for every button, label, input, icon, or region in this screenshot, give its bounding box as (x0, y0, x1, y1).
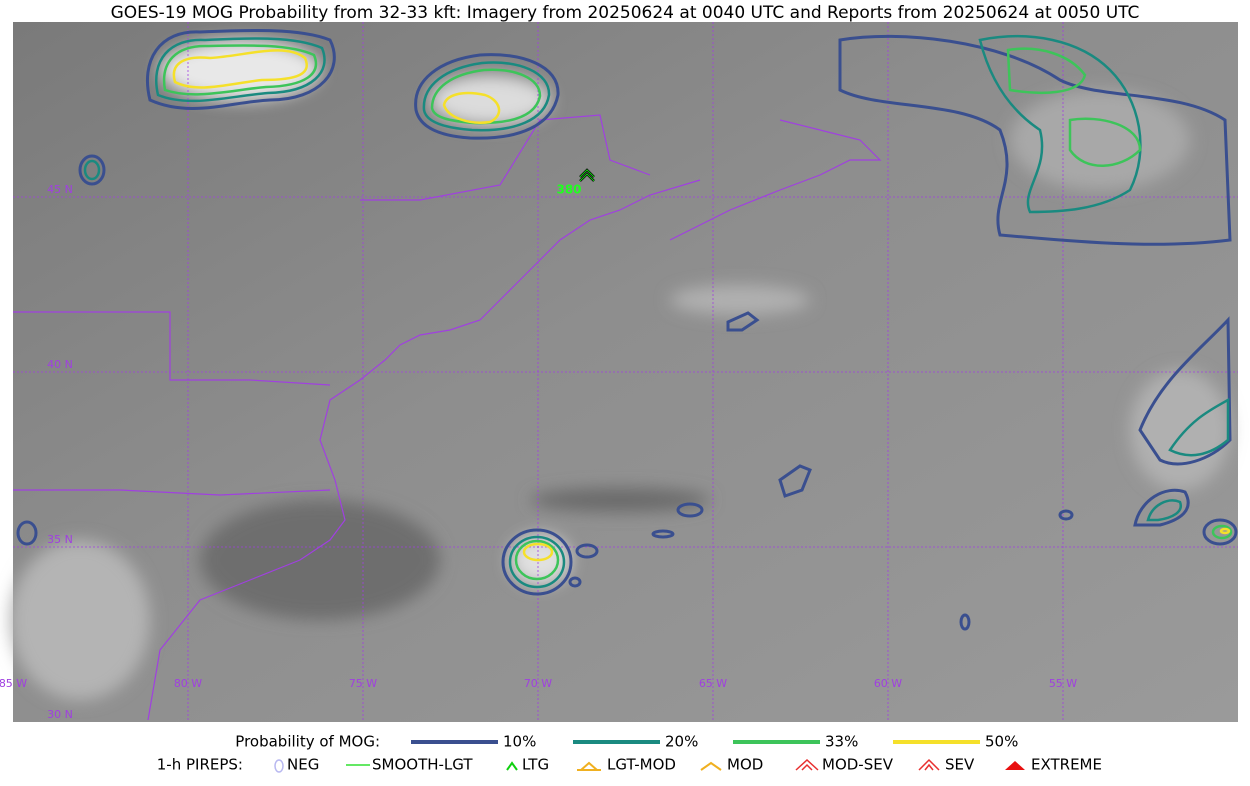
pirep-icon (700, 761, 722, 771)
pirep-legend-label: SMOOTH-LGT (372, 756, 473, 774)
pirep-icon (918, 758, 940, 771)
pirep-icon (577, 761, 601, 771)
pirep-icon (795, 758, 819, 771)
lon-label: 60 W (874, 677, 902, 690)
pirep-legend-label: MOD (727, 756, 763, 774)
lat-label: 35 N (47, 533, 73, 546)
pirep-icon (274, 759, 284, 773)
clouds (10, 40, 1230, 700)
map: 85 W 80 W 75 W 70 W 65 W 60 W 55 W 45 N 40 N 35 N… (0, 22, 1238, 722)
graticule: 85 W 80 W 75 W 70 W 65 W 60 W 55 W 45 N 40 N 35 N… (0, 22, 1238, 722)
contours (16, 29, 1238, 631)
lon-label: 80 W (174, 677, 202, 690)
pirep-legend-label: MOD-SEV (822, 756, 894, 774)
lat-label: 45 N (47, 183, 73, 196)
prob-legend-title: Probability of MOG: (235, 733, 380, 751)
pirep-icon (1005, 761, 1025, 770)
pirep-legend-label: EXTREME (1031, 756, 1102, 774)
pirep-legend-label: LTG (522, 756, 549, 774)
lon-label: 70 W (524, 677, 552, 690)
pirep-legend-label: SEV (945, 756, 975, 774)
legend: Probability of MOG: 1-h PIREPS: 10% 20% 33… (157, 733, 1102, 774)
lon-label: 75 W (349, 677, 377, 690)
pirep-legend-label: LGT-MOD (607, 756, 676, 774)
lon-label: 65 W (699, 677, 727, 690)
coastlines (13, 114, 882, 721)
pirep-legend-label: NEG (287, 756, 319, 774)
prob-legend-label: 10% (503, 733, 536, 751)
pirep-label: 380 (556, 183, 581, 197)
lon-label: 85 W (0, 677, 27, 690)
pirep-icon (506, 761, 518, 771)
title: GOES-19 MOG Probability from 32-33 kft: … (111, 3, 1140, 23)
lon-label: 55 W (1049, 677, 1077, 690)
lat-label: 30 N (47, 708, 73, 721)
prob-legend-label: 33% (825, 733, 858, 751)
lat-label: 40 N (47, 358, 73, 371)
prob-legend-label: 50% (985, 733, 1018, 751)
pirep-marker-inner (579, 169, 595, 182)
prob-legend-label: 20% (665, 733, 698, 751)
pirep-legend-title: 1-h PIREPS: (157, 756, 243, 774)
